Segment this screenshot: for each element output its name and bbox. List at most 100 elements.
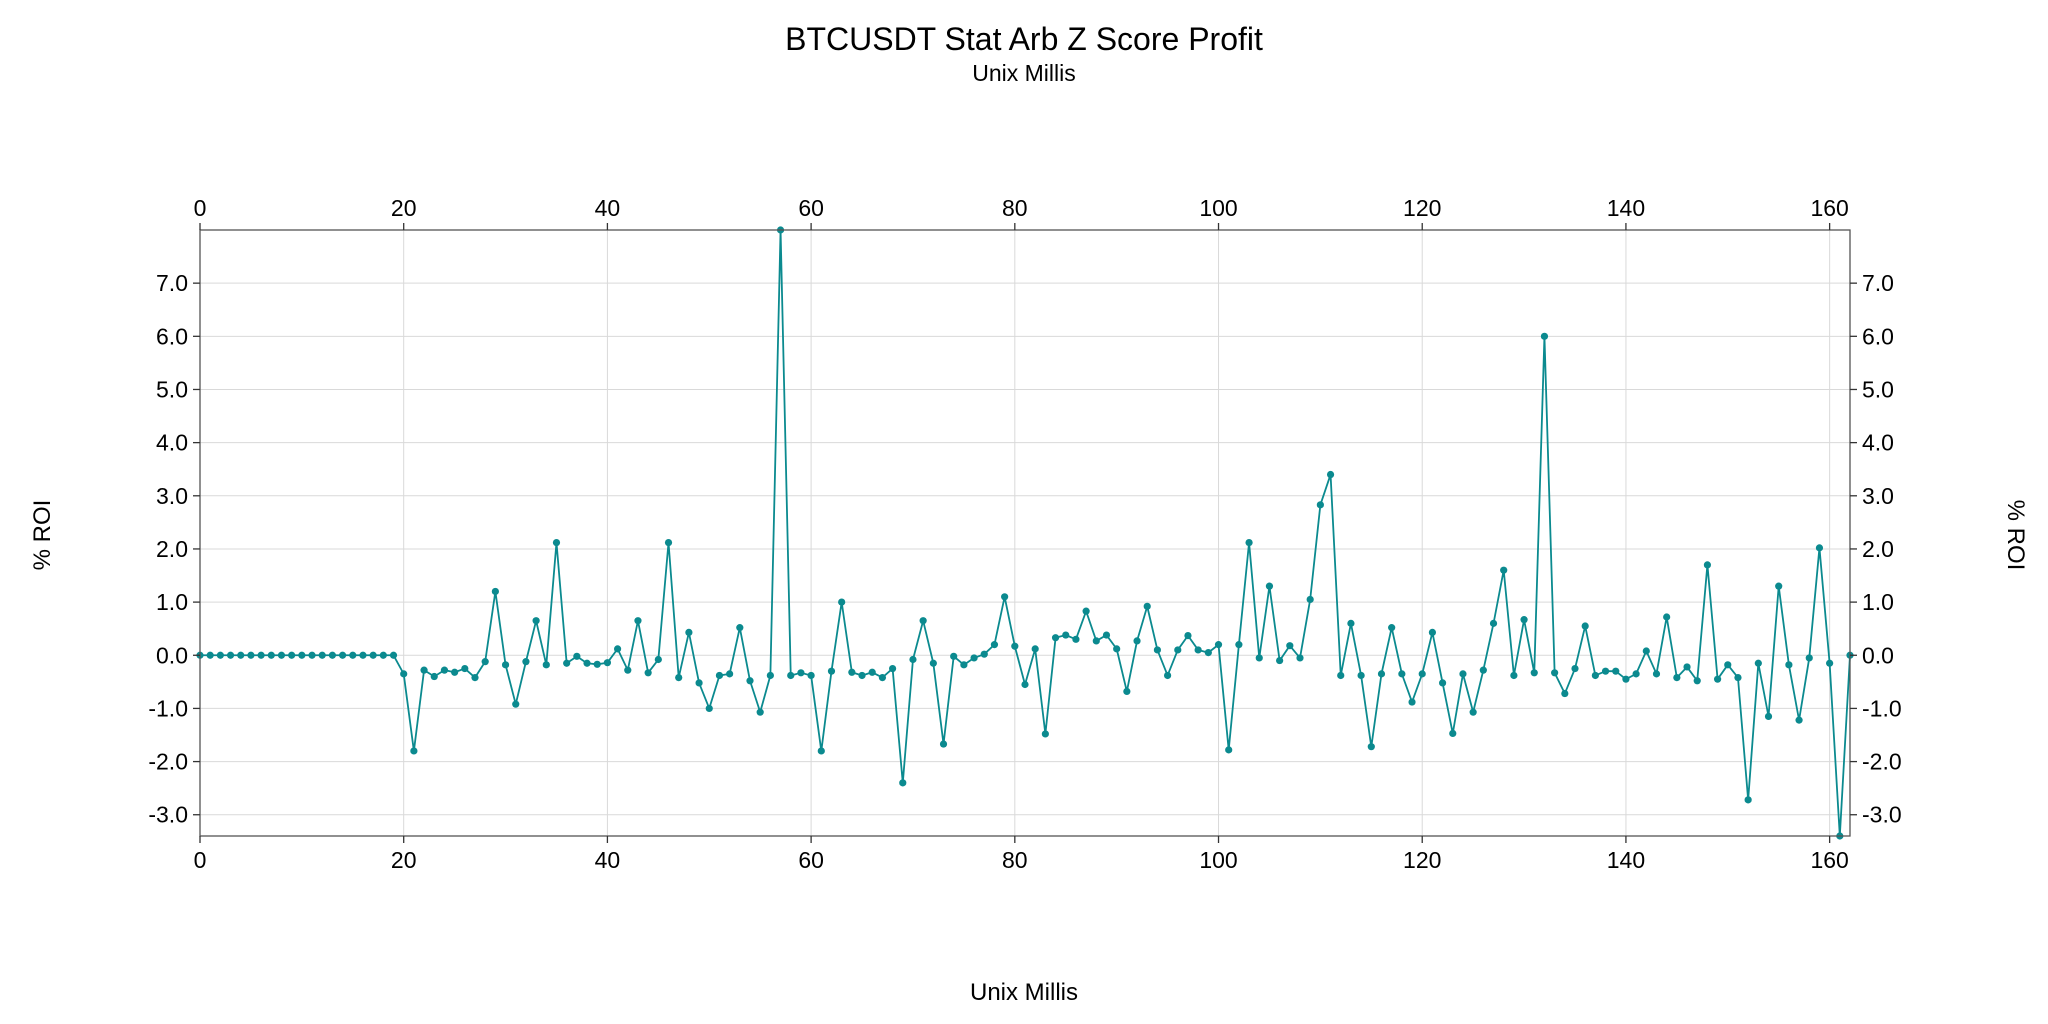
data-point [1713, 675, 1722, 683]
series-line [200, 229, 1851, 837]
x-tick-label-top: 60 [798, 195, 824, 221]
y-tick-label-right: 7.0 [1862, 270, 1894, 296]
data-point [1826, 659, 1834, 667]
data-point [1113, 645, 1121, 653]
data-point [1377, 670, 1386, 678]
data-point [1520, 616, 1528, 624]
y-tick-label-right: 6.0 [1862, 323, 1894, 349]
y-tick-label-right: 5.0 [1862, 376, 1894, 402]
data-point [1021, 680, 1029, 689]
data-point [929, 659, 937, 667]
data-point [400, 670, 408, 678]
y-tick-label-right: 4.0 [1862, 430, 1894, 456]
y-tick-label-right: -3.0 [1862, 802, 1902, 828]
data-point [1438, 679, 1447, 687]
data-point [328, 651, 337, 659]
data-point [1673, 673, 1681, 682]
y-tick-label-left: 3.0 [156, 483, 188, 509]
x-tick-label-bottom: 40 [595, 847, 621, 873]
data-point [512, 700, 520, 708]
data-point [1276, 656, 1284, 665]
data-point [1489, 619, 1498, 627]
y-tick-label-left: 1.0 [156, 589, 188, 615]
data-point [1530, 669, 1538, 677]
data-point [389, 651, 398, 659]
y-tick-label-left: 5.0 [156, 376, 188, 402]
data-point [226, 651, 235, 659]
chart-title: BTCUSDT Stat Arb Z Score Profit [785, 21, 1263, 57]
y-tick-label-right: -1.0 [1862, 695, 1902, 721]
y-tick-label-right: -2.0 [1862, 749, 1902, 775]
data-point [675, 673, 683, 682]
data-point [1245, 538, 1253, 547]
data-point [1082, 607, 1090, 615]
data-point [1041, 730, 1049, 738]
data-point [257, 651, 265, 659]
x-tick-label-top: 80 [1002, 195, 1028, 221]
data-point [1561, 689, 1569, 698]
data-point [298, 651, 306, 659]
data-point [338, 651, 347, 659]
data-point [624, 666, 632, 674]
data-point [1265, 582, 1274, 590]
x-tick-label-bottom: 20 [391, 847, 417, 873]
data-point [685, 628, 693, 637]
data-point [1072, 635, 1080, 643]
y-tick-label-left: 4.0 [156, 430, 188, 456]
data-point [1449, 729, 1457, 738]
data-point [1123, 687, 1131, 696]
data-point [664, 538, 673, 547]
series-line-group [196, 226, 1854, 840]
data-point [216, 651, 224, 659]
data-point [1306, 595, 1314, 604]
data-point [379, 651, 387, 659]
data-point [1388, 624, 1396, 632]
data-point [288, 651, 296, 659]
y-tick-label-left: 6.0 [156, 323, 188, 349]
x-tick-label-top: 120 [1403, 195, 1441, 221]
data-point [1795, 716, 1803, 724]
data-point [848, 668, 856, 676]
data-point [919, 617, 927, 625]
data-point [1418, 670, 1426, 678]
data-point [461, 664, 469, 673]
data-point [1581, 622, 1589, 630]
data-point [899, 779, 907, 787]
data-point [1428, 628, 1437, 637]
data-point [1184, 631, 1192, 640]
x-tick-label-top: 140 [1607, 195, 1645, 221]
data-point [1031, 645, 1039, 653]
data-point [1785, 661, 1793, 669]
data-point [858, 671, 866, 680]
data-point [1469, 708, 1477, 716]
data-point [939, 740, 948, 748]
axis-ticks: 0 0 20 20 40 40 60 60 80 80 100 100 120 120 140 140 160 1… [148, 195, 1901, 873]
data-point [1286, 642, 1294, 650]
data-point [726, 670, 734, 678]
data-point [1540, 332, 1549, 340]
data-point [1601, 667, 1610, 675]
y-axis-label-right: % ROI [2002, 500, 2029, 571]
x-tick-label-bottom: 160 [1810, 847, 1848, 873]
data-point [349, 651, 357, 659]
data-point [990, 641, 999, 649]
data-point [613, 645, 622, 653]
data-point [542, 661, 550, 669]
y-tick-label-left: 7.0 [156, 270, 188, 296]
data-point [563, 659, 571, 667]
data-point [1652, 670, 1661, 678]
data-point [1153, 646, 1162, 654]
data-point [593, 660, 601, 668]
data-point [1591, 671, 1599, 680]
y-tick-label-right: 2.0 [1862, 536, 1894, 562]
x-tick-label-bottom: 100 [1199, 847, 1237, 873]
data-point [1479, 666, 1487, 674]
data-point [471, 673, 479, 682]
plot-frame [199, 229, 1851, 837]
data-point [247, 651, 255, 659]
x-tick-label-top: 160 [1810, 195, 1848, 221]
chart-subtitle: Unix Millis [972, 60, 1076, 86]
data-point [1214, 641, 1223, 649]
